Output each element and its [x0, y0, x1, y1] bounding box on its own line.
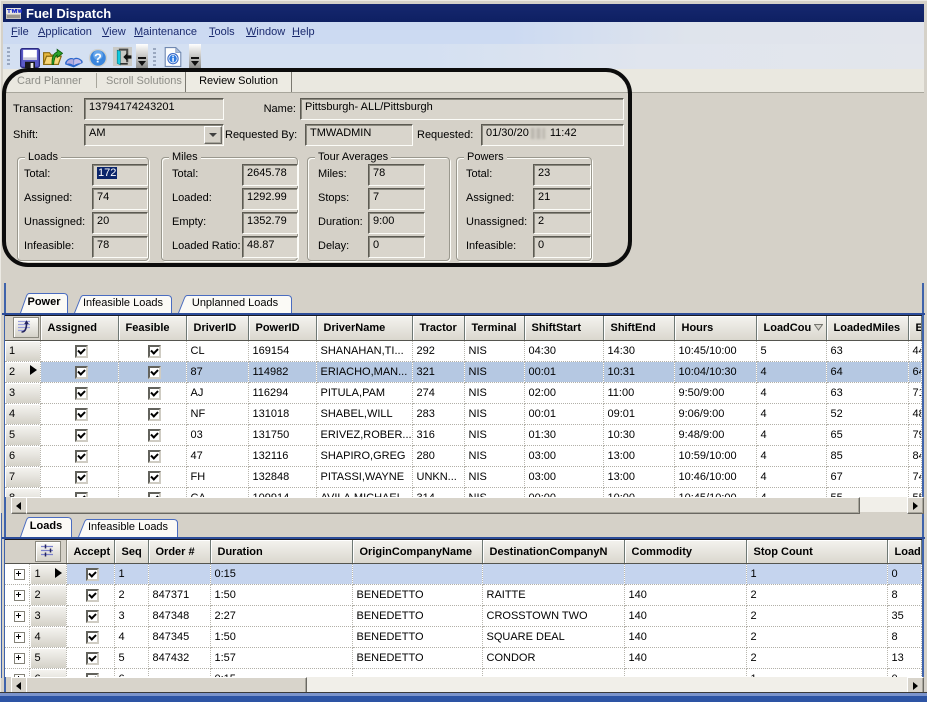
svg-text:?: ? [94, 51, 102, 66]
